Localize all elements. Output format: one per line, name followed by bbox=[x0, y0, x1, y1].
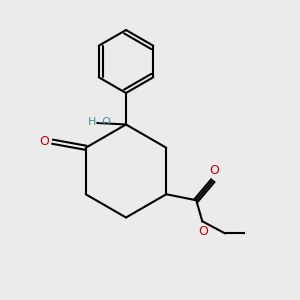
Text: O: O bbox=[209, 164, 219, 177]
Text: -O: -O bbox=[99, 117, 112, 127]
Text: O: O bbox=[39, 135, 49, 148]
Text: O: O bbox=[198, 225, 208, 238]
Text: H: H bbox=[88, 117, 96, 127]
